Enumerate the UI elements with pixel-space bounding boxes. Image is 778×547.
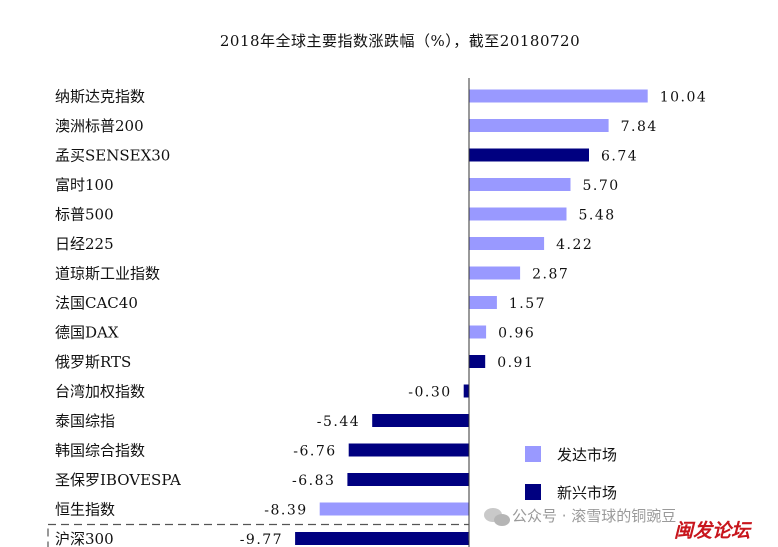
bar-0 <box>469 89 648 103</box>
value-label-13: -6.83 <box>292 473 335 489</box>
legend-swatch-developed <box>525 446 541 462</box>
bar-8 <box>469 325 487 339</box>
value-label-6: 2.87 <box>532 267 569 283</box>
value-label-5: 4.22 <box>556 237 593 253</box>
category-label-7: 法国CAC40 <box>55 294 138 312</box>
bar-13 <box>347 473 469 486</box>
category-label-11: 泰国综指 <box>55 412 115 430</box>
value-label-3: 5.70 <box>583 178 620 194</box>
bar-6 <box>469 266 521 280</box>
legend-label-emerging: 新兴市场 <box>557 484 617 502</box>
category-label-10: 台湾加权指数 <box>55 383 145 401</box>
category-label-2: 孟买SENSEX30 <box>55 147 170 165</box>
value-label-7: 1.57 <box>509 296 546 312</box>
bar-11 <box>372 414 469 427</box>
watermark-text: 公众号 · 滚雪球的铜豌豆 <box>512 507 676 525</box>
bar-7 <box>469 296 497 309</box>
bar-5 <box>469 237 545 250</box>
value-label-10: -0.30 <box>408 385 451 401</box>
bar-9 <box>469 355 486 368</box>
value-label-15: -9.77 <box>240 532 283 547</box>
bar-10 <box>463 384 469 398</box>
highlight-box <box>47 523 470 547</box>
category-label-9: 俄罗斯RTS <box>55 353 131 371</box>
bar-12 <box>348 443 469 457</box>
category-label-15: 沪深300 <box>55 530 114 547</box>
category-label-8: 德国DAX <box>55 324 119 342</box>
category-label-13: 圣保罗IBOVESPA <box>55 471 181 489</box>
category-label-0: 纳斯达克指数 <box>55 88 145 106</box>
bar-3 <box>469 178 571 191</box>
bar-1 <box>469 119 609 132</box>
watermark: 公众号 · 滚雪球的铜豌豆 闽发论坛 <box>484 507 753 542</box>
value-label-12: -6.76 <box>293 444 336 460</box>
bar-4 <box>469 207 567 221</box>
bar-14 <box>319 502 469 516</box>
bar-15 <box>295 532 469 545</box>
legend: 发达市场 新兴市场 <box>525 446 617 502</box>
value-label-4: 5.48 <box>579 208 616 224</box>
category-label-5: 日经225 <box>55 235 114 253</box>
legend-swatch-emerging <box>525 484 541 500</box>
chart-title: 2018年全球主要指数涨跌幅（%），截至20180720 <box>220 32 580 50</box>
value-label-11: -5.44 <box>317 414 360 430</box>
value-label-14: -8.39 <box>264 503 307 519</box>
legend-label-developed: 发达市场 <box>557 446 617 464</box>
value-label-9: 0.91 <box>497 355 534 371</box>
wechat-icon <box>484 508 510 526</box>
watermark-stamp: 闽发论坛 <box>674 520 753 542</box>
category-label-4: 标普500 <box>55 206 114 224</box>
category-label-1: 澳洲标普200 <box>55 117 144 135</box>
value-label-2: 6.74 <box>601 149 638 165</box>
value-label-8: 0.96 <box>498 326 535 342</box>
category-label-14: 恒生指数 <box>55 501 115 519</box>
category-label-3: 富时100 <box>55 176 114 194</box>
value-label-0: 10.04 <box>660 90 708 106</box>
bar-2 <box>469 148 589 162</box>
category-label-6: 道琼斯工业指数 <box>55 265 160 283</box>
labels-layer: 纳斯达克指数 10.04 澳洲标普200 7.84 孟买SENSEX30 6.74 富时10… <box>55 88 708 547</box>
value-label-1: 7.84 <box>621 119 658 135</box>
category-label-12: 韩国综合指数 <box>55 442 145 460</box>
bars-layer <box>295 89 648 545</box>
